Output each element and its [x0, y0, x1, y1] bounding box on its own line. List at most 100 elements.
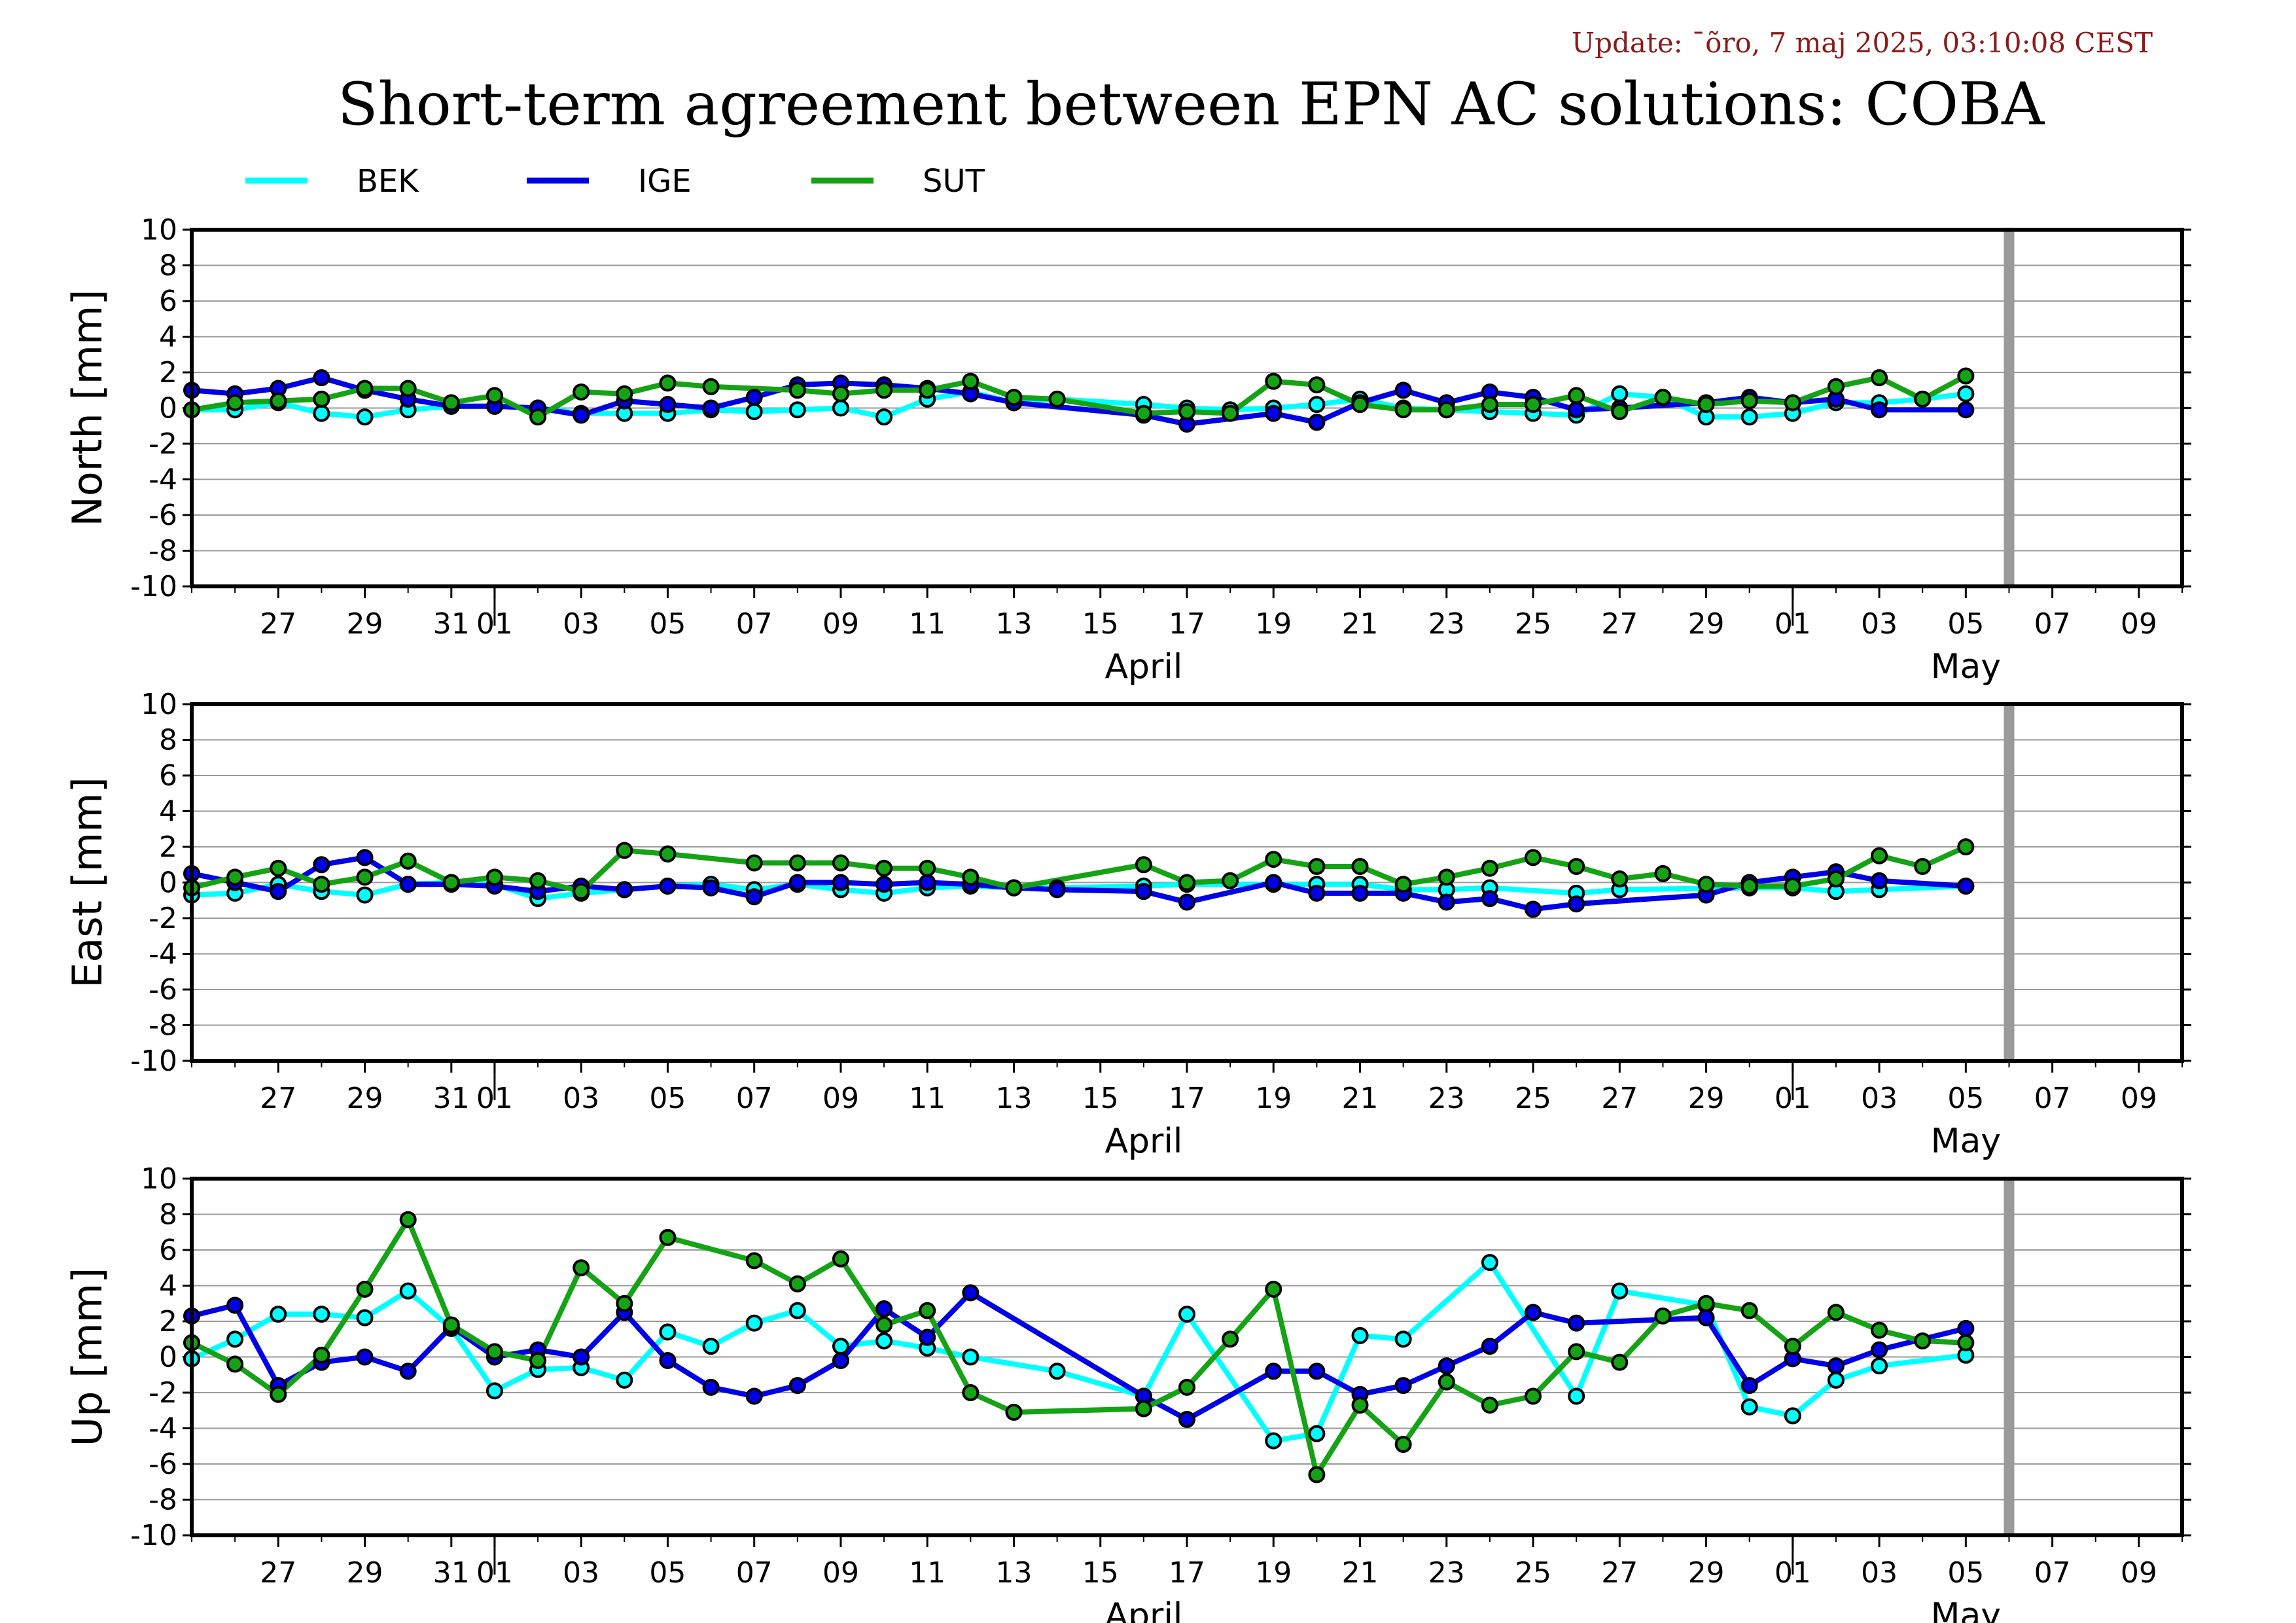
- data-point: [529, 1351, 547, 1369]
- y-tick-label: 4: [159, 321, 177, 354]
- data-point: [1048, 390, 1066, 408]
- x-tick-label: 25: [1515, 1556, 1551, 1590]
- legend-item-sut: SUT: [811, 163, 985, 200]
- data-point: [1871, 1321, 1888, 1339]
- data-point: [1611, 1353, 1629, 1371]
- data-point: [573, 1348, 590, 1366]
- data-point: [1827, 870, 1845, 888]
- data-point: [1957, 838, 1975, 855]
- data-point: [1394, 876, 1412, 893]
- data-point: [1481, 1397, 1498, 1414]
- y-tick-label: 10: [141, 213, 177, 247]
- x-tick-label: 07: [736, 1556, 773, 1590]
- data-point: [1178, 402, 1195, 420]
- x-tick-label: 15: [1082, 607, 1119, 641]
- points-east-sut: [183, 838, 1975, 901]
- y-tick-label: 2: [159, 1305, 177, 1338]
- data-point: [270, 859, 287, 877]
- x-tick-label: 17: [1169, 1082, 1205, 1115]
- y-tick-label: 8: [159, 724, 177, 757]
- data-point: [1178, 1306, 1195, 1323]
- month-label: May: [1931, 1122, 2002, 1161]
- data-point: [702, 1338, 720, 1355]
- data-point: [745, 854, 763, 872]
- data-point: [1265, 1280, 1282, 1298]
- data-point: [875, 382, 893, 399]
- today-marker: [2004, 704, 2015, 1061]
- x-tick-label: 17: [1169, 607, 1205, 641]
- data-point: [1871, 369, 1888, 387]
- data-point: [1740, 1302, 1758, 1319]
- x-tick-label: 27: [1601, 1556, 1638, 1590]
- data-point: [702, 378, 720, 395]
- data-point: [356, 1280, 374, 1298]
- y-tick-label: -4: [149, 1412, 177, 1446]
- x-tick-label: 13: [995, 1556, 1032, 1590]
- y-tick-label: 0: [159, 392, 177, 425]
- data-point: [962, 372, 980, 390]
- data-point: [399, 1282, 417, 1300]
- data-point: [1005, 389, 1023, 406]
- data-point: [1222, 872, 1239, 889]
- data-point: [1957, 385, 1975, 402]
- data-point: [1351, 1397, 1369, 1414]
- x-tick-label: 29: [347, 1556, 383, 1590]
- data-point: [573, 1259, 590, 1277]
- data-point: [226, 1296, 244, 1314]
- data-point: [702, 399, 720, 417]
- data-point: [919, 859, 936, 877]
- data-point: [1525, 901, 1542, 918]
- series-line: [192, 1260, 1966, 1444]
- data-point: [1957, 401, 1975, 419]
- data-point: [875, 1300, 893, 1317]
- x-tick-label: 19: [1255, 607, 1292, 641]
- y-tick-label: 10: [141, 688, 177, 721]
- data-point: [919, 874, 936, 891]
- data-point: [1957, 1319, 1975, 1337]
- data-point: [1308, 1363, 1326, 1380]
- x-tick-label: 07: [2034, 1556, 2071, 1590]
- data-point: [1914, 1332, 1932, 1349]
- data-point: [1481, 1338, 1498, 1355]
- data-point: [1827, 1371, 1845, 1389]
- y-tick-label: -8: [149, 1484, 177, 1517]
- y-tick-label: -10: [130, 1044, 177, 1078]
- data-point: [1568, 1343, 1585, 1361]
- y-tick-label: 8: [159, 249, 177, 283]
- data-point: [616, 842, 633, 859]
- data-point: [399, 852, 417, 870]
- series-up-sut: [192, 1217, 1966, 1478]
- data-point: [573, 383, 590, 401]
- data-point: [356, 380, 374, 397]
- data-point: [1394, 1377, 1412, 1395]
- data-point: [529, 408, 547, 426]
- data-point: [270, 1385, 287, 1403]
- x-tick-label: 07: [736, 1082, 773, 1115]
- month-label: April: [1104, 1596, 1182, 1623]
- data-point: [486, 1382, 503, 1400]
- data-point: [1957, 877, 1975, 895]
- data-point: [1438, 1357, 1455, 1375]
- x-tick-label: 03: [1861, 607, 1898, 641]
- data-point: [1611, 1282, 1629, 1300]
- data-point: [1265, 874, 1282, 891]
- data-point: [356, 868, 374, 886]
- chart-title: Short-term agreement between EPN AC solu…: [338, 70, 2045, 139]
- series-line: [192, 373, 1968, 420]
- x-tick-label: 03: [563, 1082, 599, 1115]
- series-up-ige: [192, 1290, 1967, 1422]
- x-tick-label: 23: [1428, 1082, 1465, 1115]
- data-point: [1871, 1341, 1888, 1359]
- data-point: [962, 1384, 980, 1401]
- x-tick-label: 27: [260, 607, 296, 641]
- y-tick-label: -4: [149, 463, 177, 497]
- data-point: [356, 1348, 374, 1366]
- x-tick-label: 31: [433, 1082, 470, 1115]
- data-point: [1568, 401, 1585, 419]
- x-tick-label: 09: [822, 1082, 859, 1115]
- data-point: [1048, 881, 1066, 899]
- x-tick-label: 31: [433, 607, 470, 641]
- data-point: [832, 854, 849, 872]
- x-tick-label: 21: [1342, 1556, 1379, 1590]
